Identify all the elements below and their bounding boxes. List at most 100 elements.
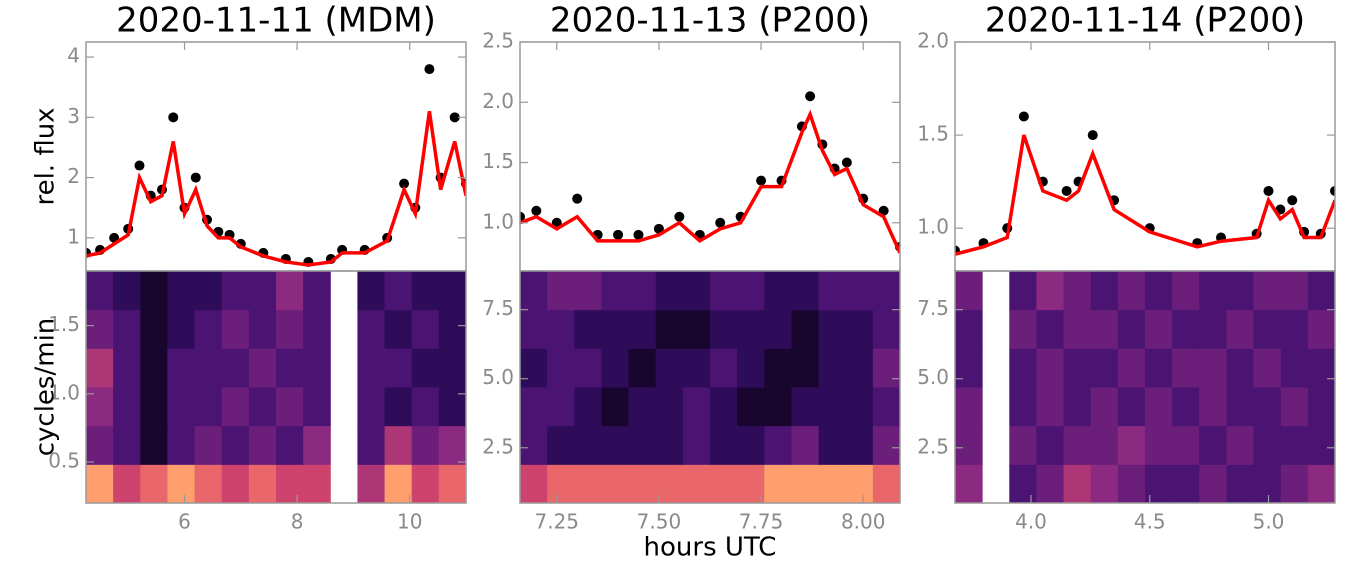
flux-point (190, 172, 201, 183)
flux-point (633, 229, 644, 240)
power-cell (955, 348, 983, 388)
power-cell (737, 387, 765, 427)
flux-point (756, 175, 767, 186)
x-axis-label: hours UTC (644, 533, 777, 563)
x-tick-label: 7.25 (535, 510, 580, 534)
power-cell (1063, 309, 1092, 349)
power-cell (872, 387, 900, 427)
axes-frame (519, 270, 901, 504)
power-cell (682, 309, 711, 349)
power-cell (1280, 271, 1309, 311)
x-tick-label: 5.0 (1253, 510, 1285, 534)
spectrogram-panel: 2.5 5.0 7.5 7.25 7.50 7.75 8.00 hours UTC (482, 42, 901, 563)
power-cell (276, 464, 304, 503)
x-tick-label: 10 (397, 510, 422, 534)
power-cell (1199, 271, 1227, 311)
y-tick-label: 7.5 (917, 296, 949, 320)
power-cell (248, 425, 277, 465)
flux-point (653, 223, 664, 234)
power-cell (1172, 425, 1200, 465)
x-tick-label: 8 (291, 510, 304, 534)
power-cell (1117, 425, 1146, 465)
power-cell (194, 348, 223, 388)
power-cell (411, 309, 440, 349)
flux-point (531, 205, 542, 216)
power-cell (1226, 309, 1255, 349)
power-cell (167, 271, 196, 311)
power-cell (601, 271, 630, 311)
power-cell (357, 348, 386, 388)
power-cell (574, 425, 602, 465)
power-cell (1253, 464, 1282, 503)
y-tick-label: 2.0 (917, 29, 949, 53)
power-cell (1090, 348, 1119, 388)
plot-area (520, 91, 900, 254)
power-cell (1090, 387, 1119, 427)
flux-point (399, 178, 410, 189)
power-cell (86, 348, 114, 388)
power-cell (1253, 387, 1282, 427)
power-cell (1280, 309, 1309, 349)
power-cell (303, 425, 331, 465)
power-cell (113, 271, 141, 311)
power-cell (791, 271, 820, 311)
power-cell (86, 271, 114, 311)
power-cell (248, 309, 277, 349)
power-cell (1199, 425, 1227, 465)
power-cell (167, 425, 196, 465)
flux-point (424, 64, 435, 75)
power-cell (303, 348, 331, 388)
power-cell (628, 271, 657, 311)
power-cell (1009, 464, 1037, 503)
power-cell (520, 348, 548, 388)
power-cell (1280, 425, 1309, 465)
power-cell (1063, 464, 1092, 503)
power-cell (1036, 464, 1065, 503)
power-cell (1117, 387, 1146, 427)
plot-area (520, 271, 900, 503)
power-cell (167, 348, 196, 388)
y-tick-label: 2.5 (482, 434, 514, 458)
power-cell (248, 464, 277, 503)
y-tick-label: 1.5 (917, 122, 949, 146)
spectrogram-panel: 2.5 5.0 7.5 4.0 4.5 5.0 (917, 42, 1336, 534)
power-cell (384, 464, 413, 503)
power-cell (520, 464, 548, 503)
power-cell (574, 348, 602, 388)
y-axis-label: rel. flux (31, 107, 61, 205)
power-cell (845, 309, 874, 349)
power-cell (955, 425, 983, 465)
power-cell (1036, 348, 1065, 388)
power-cell (845, 464, 874, 503)
flux-point (1018, 111, 1029, 122)
power-cell (1253, 271, 1282, 311)
power-cell (1307, 309, 1335, 349)
y-tick-label: 7.5 (482, 296, 514, 320)
power-cell (764, 271, 792, 311)
power-cell (628, 425, 657, 465)
power-cell (845, 271, 874, 311)
power-cell (872, 271, 900, 311)
power-cell (791, 309, 820, 349)
power-cell (1036, 309, 1065, 349)
power-cell (140, 271, 168, 311)
flux-point (878, 205, 889, 216)
y-tick-label: 1.5 (48, 312, 80, 336)
power-cell (845, 348, 874, 388)
power-cell (1145, 464, 1173, 503)
power-cell (574, 271, 602, 311)
power-cell (655, 387, 684, 427)
power-cell (1145, 271, 1173, 311)
y-axis-label: cycles/min (31, 318, 61, 457)
power-cell (1036, 271, 1065, 311)
power-cell (682, 387, 711, 427)
power-cell (1199, 348, 1227, 388)
power-cell (1226, 425, 1255, 465)
power-cell (1226, 387, 1255, 427)
power-cell (791, 425, 820, 465)
power-cell (221, 387, 250, 427)
power-cell (1253, 309, 1282, 349)
power-cell (682, 271, 711, 311)
power-cell (113, 348, 141, 388)
x-tick-label: 4.0 (1015, 510, 1047, 534)
